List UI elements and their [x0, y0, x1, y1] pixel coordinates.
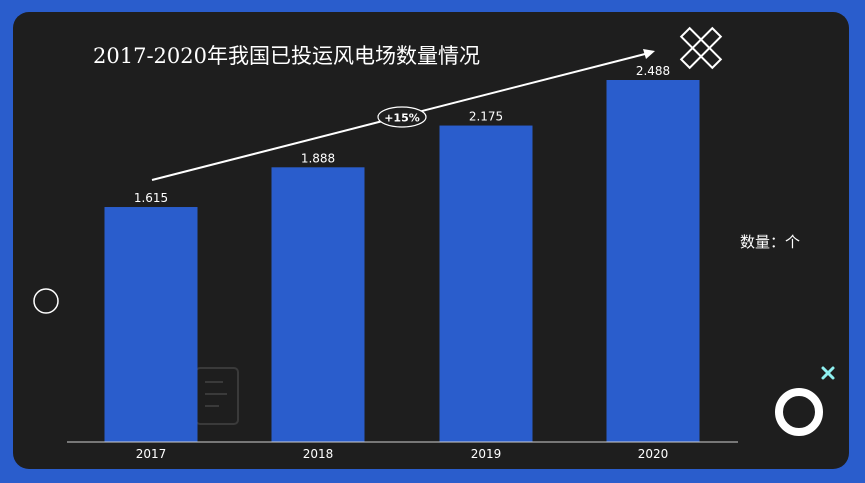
x-tick-2019: 2019 [471, 447, 502, 461]
chart-panel: 2017-2020年我国已投运风电场数量情况 数量：个 1.615 1.888 2.… [13, 12, 849, 469]
x-tick-2017: 2017 [136, 447, 167, 461]
bar-chart: 1.615 1.888 2.175 2.488 2017 2018 2019 2020 +1… [33, 26, 835, 461]
value-label-2019: 2.175 [469, 110, 503, 124]
value-label-2020: 2.488 [636, 64, 670, 78]
ring-icon [775, 388, 823, 436]
unit-label: 数量：个 [740, 233, 801, 251]
x-tick-2018: 2018 [303, 447, 334, 461]
chart-title: 2017-2020年我国已投运风电场数量情况 [93, 44, 480, 68]
bar-2017 [104, 207, 198, 442]
x-tick-2020: 2020 [638, 447, 669, 461]
document-icon [195, 367, 239, 425]
trend-annotation-text: +15% [384, 112, 420, 125]
circle-icon [33, 288, 59, 314]
cross-icon [679, 26, 723, 70]
bar-2020 [606, 80, 700, 442]
value-label-2017: 1.615 [134, 191, 168, 205]
value-label-2018: 1.888 [301, 151, 335, 165]
bar-2019 [439, 125, 533, 442]
trend-annotation: +15% [377, 106, 427, 128]
bar-2018 [271, 167, 365, 442]
small-x-icon [821, 366, 835, 380]
